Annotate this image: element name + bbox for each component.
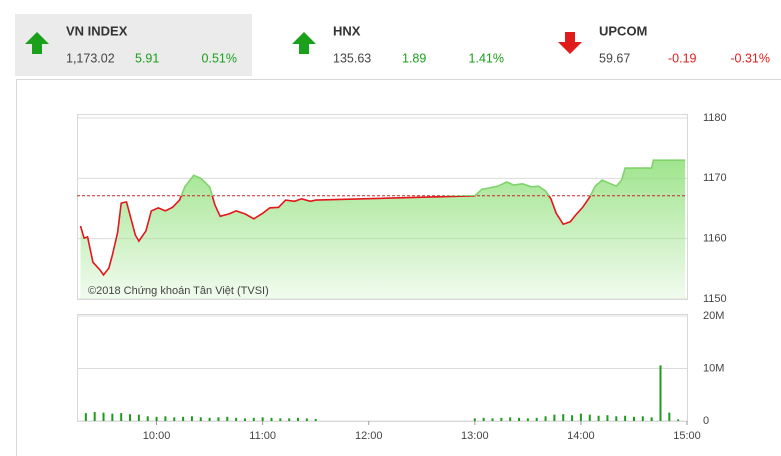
volume-bar (182, 416, 185, 421)
volume-bar (650, 417, 653, 421)
volume-bar (509, 417, 512, 421)
volume-bar (526, 418, 529, 421)
volume-bar (102, 412, 105, 421)
volume-bar (632, 416, 635, 421)
volume-bar (261, 417, 264, 421)
index-percent: -0.31% (730, 51, 770, 65)
volume-bar (235, 417, 238, 421)
x-tick-label: 13:00 (461, 430, 489, 442)
x-tick-label: 14:00 (567, 430, 595, 442)
volume-bar (641, 416, 644, 421)
volume-bar (111, 413, 114, 421)
arrow-down-icon (558, 32, 582, 54)
volume-bar (137, 414, 140, 421)
volume-bar (129, 414, 132, 421)
arrow-up-icon (25, 32, 49, 54)
volume-bar (146, 416, 149, 421)
volume-bar (668, 412, 671, 421)
volume-bar (208, 417, 211, 421)
volume-bar (190, 416, 193, 421)
volume-bar (615, 416, 618, 421)
volume-bar (288, 418, 291, 421)
volume-bar (305, 418, 308, 421)
index-change: 1.89 (402, 51, 426, 65)
volume-bar (93, 412, 96, 421)
volume-bar (243, 418, 246, 421)
volume-bar (588, 414, 591, 421)
volume-bar (553, 414, 556, 421)
volume-bar (314, 418, 317, 421)
volume-bar (606, 415, 609, 421)
watermark: ©2018 Chứng khoán Tân Việt (TVSI) (88, 285, 269, 297)
volume-bar (120, 413, 123, 421)
volume-bar (252, 417, 255, 421)
arrow-up-icon (292, 32, 316, 54)
volume-bar (155, 416, 158, 421)
y-tick-label: 10M (703, 362, 724, 374)
x-tick-label: 12:00 (355, 430, 383, 442)
volume-bar (473, 418, 476, 421)
price-area (80, 160, 686, 299)
index-name: UPCOM (599, 23, 647, 38)
volume-bar (279, 418, 282, 421)
volume-bar (562, 414, 565, 421)
volume-bar (624, 415, 627, 421)
volume-bar (217, 417, 220, 421)
y-tick-label: 1150 (703, 293, 727, 305)
index-percent: 0.51% (202, 51, 237, 65)
y-tick-label: 1180 (703, 112, 727, 124)
volume-bar (270, 417, 273, 421)
y-tick-label: 20M (703, 310, 724, 322)
volume-bar (544, 416, 547, 421)
volume-bar (597, 415, 600, 421)
volume-bar (571, 415, 574, 421)
index-value: 59.67 (599, 51, 630, 65)
y-tick-label: 1160 (703, 233, 727, 245)
active-tile (15, 14, 252, 76)
price-line (79, 159, 686, 277)
volume-bar (500, 417, 503, 421)
x-tick-label: 15:00 (673, 430, 701, 442)
index-change: 5.91 (135, 51, 159, 65)
index-value: 135.63 (333, 51, 371, 65)
volume-bar (518, 417, 521, 421)
volume-bar (491, 418, 494, 421)
volume-bar (297, 417, 300, 421)
x-tick-label: 10:00 (143, 430, 171, 442)
index-name: VN INDEX (66, 23, 128, 38)
volume-bar (226, 416, 229, 421)
index-change: -0.19 (668, 51, 697, 65)
volume-bar (535, 417, 538, 421)
index-name: HNX (333, 23, 361, 38)
x-tick-label: 11:00 (249, 430, 276, 442)
volume-bar (173, 417, 176, 421)
y-tick-label: 1170 (703, 172, 727, 184)
index-percent: 1.41% (469, 51, 504, 65)
volume-bar (164, 416, 167, 421)
volume-bar (84, 413, 87, 421)
volume-bar (659, 365, 662, 421)
y-tick-label: 0 (703, 415, 709, 427)
volume-bar (677, 419, 680, 421)
volume-bar (579, 413, 582, 421)
volume-bar (199, 417, 202, 421)
volume-bar (482, 417, 485, 421)
index-value: 1,173.02 (66, 51, 115, 65)
